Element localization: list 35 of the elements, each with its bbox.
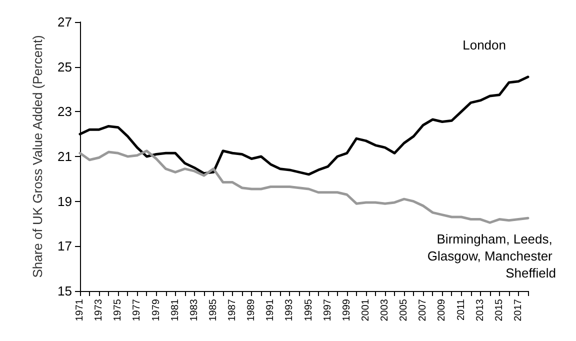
line-series xyxy=(78,150,530,224)
x-tick-label: 1987 xyxy=(227,298,238,322)
y-tick-label: 27 xyxy=(58,14,72,30)
x-tick-label: 1997 xyxy=(322,298,334,322)
y-tick-label: 21 xyxy=(58,149,72,164)
series-label: Birmingham, Leeds, Glasgow, Manchester Sheffield xyxy=(427,232,556,281)
x-tick-label: 2001 xyxy=(360,298,372,322)
y-tick-label: 17 xyxy=(58,238,72,254)
y-axis-title: Share of UK Gross Value Added (Percent) xyxy=(30,35,45,278)
x-tick-label: 2017 xyxy=(512,298,524,322)
y-tick-label: 25 xyxy=(58,59,72,74)
y-tick-label: 23 xyxy=(58,104,72,120)
x-tick-label: 1973 xyxy=(94,298,105,322)
text: London xyxy=(462,37,506,52)
x-tick-label: 1991 xyxy=(265,298,276,322)
x-tick-label: 2013 xyxy=(474,298,486,322)
x-tick-label: 1993 xyxy=(284,298,296,322)
x-tick-label: 2011 xyxy=(456,298,467,321)
x-tick-label: 1983 xyxy=(188,298,200,322)
x-tick-label: 1979 xyxy=(150,298,162,322)
y-tick-label: 19 xyxy=(58,194,72,209)
x-tick-label: 1981 xyxy=(170,298,181,322)
x-tick-label: 2015 xyxy=(494,298,505,322)
x-tick-label: 2007 xyxy=(418,298,429,322)
x-tick-label: 1995 xyxy=(303,298,314,322)
x-tick-label: 1977 xyxy=(132,298,143,322)
x-tick-label: 2003 xyxy=(380,298,391,322)
y-tick-label: 15 xyxy=(58,284,72,298)
x-tick-label: 2005 xyxy=(398,298,410,322)
x-tick-label: 2009 xyxy=(436,298,448,322)
x-tick-label: 1975 xyxy=(112,298,124,322)
x-tick-label: 1989 xyxy=(246,298,258,322)
x-tick-label: 1985 xyxy=(208,298,219,322)
x-tick-label: 1971 xyxy=(74,298,86,322)
x-tick-label: 1999 xyxy=(341,298,352,322)
